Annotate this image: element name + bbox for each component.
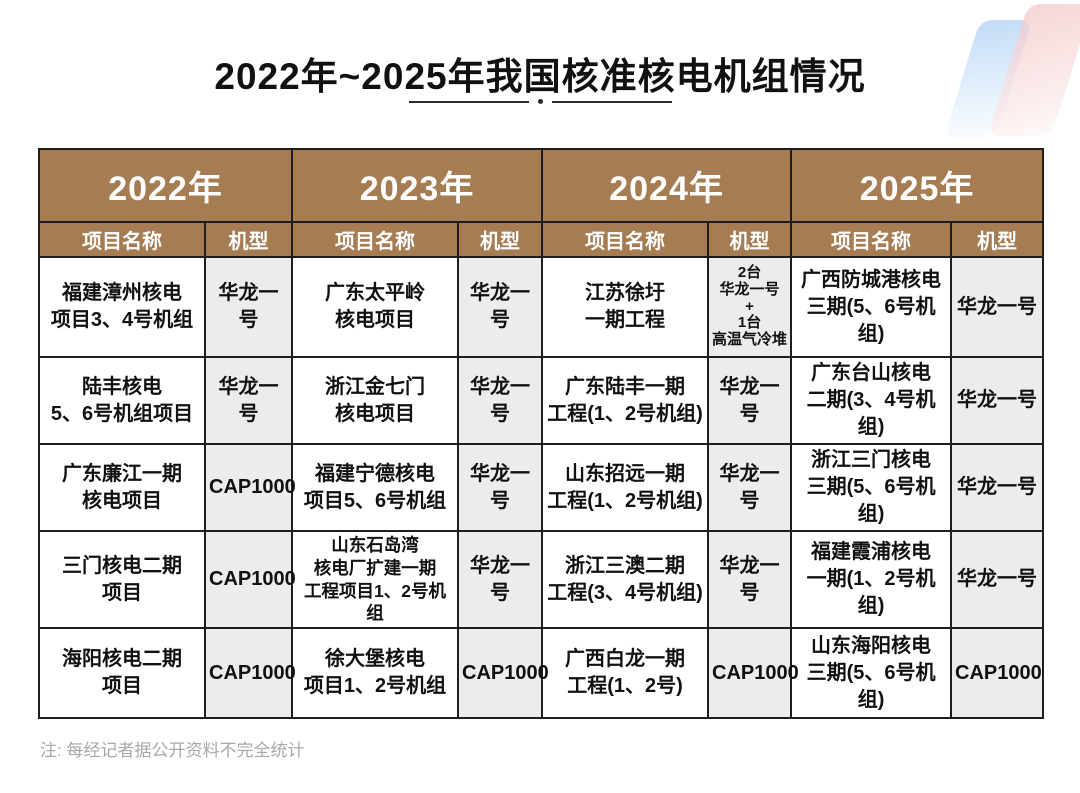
cell-model-2025: CAP1000: [950, 627, 1045, 719]
cell-project-2022: 陆丰核电 5、6号机组项目: [38, 356, 206, 445]
year-header-2025: 2025年: [790, 148, 1045, 223]
cell-project-2022: 广东廉江一期 核电项目: [38, 443, 206, 532]
cell-project-2024: 浙江三澳二期 工程(3、4号机组): [541, 530, 710, 629]
cell-project-2022: 海阳核电二期 项目: [38, 627, 206, 719]
cell-model-2022: CAP1000: [203, 530, 296, 629]
subheader-model-2022: 机型: [203, 221, 294, 258]
subheader-model-2024: 机型: [707, 221, 793, 258]
cell-project-2024: 广西白龙一期 工程(1、2号): [541, 627, 710, 719]
cell-project-2023: 浙江金七门 核电项目: [291, 356, 460, 445]
table-row: 海阳核电二期 项目 CAP1000 徐大堡核电 项目1、2号机组 CAP1000…: [38, 627, 1045, 719]
subheader-project-2024: 项目名称: [541, 221, 710, 258]
table-row: 陆丰核电 5、6号机组项目 华龙一号 浙江金七门 核电项目 华龙一号 广东陆丰一…: [38, 356, 1045, 445]
cell-model-2023: 华龙一号: [457, 256, 544, 358]
subheader-row: 项目名称 机型 项目名称 机型 项目名称 机型 项目名称 机型: [38, 221, 1045, 258]
cell-model-2025: 华龙一号: [950, 530, 1045, 629]
year-header-2023: 2023年: [291, 148, 544, 223]
cell-model-2022: 华龙一号: [203, 356, 294, 445]
cell-project-2023: 徐大堡核电 项目1、2号机组: [291, 627, 460, 719]
cell-project-2024: 广东陆丰一期 工程(1、2号机组): [541, 356, 710, 445]
cell-project-2025: 广西防城港核电 三期(5、6号机组): [790, 256, 953, 358]
cell-project-2024: 山东招远一期 工程(1、2号机组): [541, 443, 710, 532]
divider-line-left: [408, 100, 529, 103]
cell-project-2022: 三门核电二期 项目: [38, 530, 206, 629]
table-row: 福建漳州核电 项目3、4号机组 华龙一号 广东太平岭 核电项目 华龙一号 江苏徐…: [38, 256, 1045, 358]
cell-model-2024: 华龙一号: [707, 356, 793, 445]
divider-dot: [537, 99, 543, 104]
cell-model-2022: CAP1000: [203, 627, 296, 719]
table-row: 三门核电二期 项目 CAP1000 山东石岛湾 核电厂扩建一期 工程项目1、2号…: [38, 530, 1045, 629]
year-header-2024: 2024年: [541, 148, 793, 223]
cell-project-2024: 江苏徐圩 一期工程: [541, 256, 710, 358]
table-row: 广东廉江一期 核电项目 CAP1000 福建宁德核电 项目5、6号机组 华龙一号…: [38, 443, 1045, 532]
footnote: 注: 每经记者据公开资料不完全统计: [40, 741, 305, 760]
cell-project-2025: 浙江三门核电 三期(5、6号机组): [790, 443, 953, 532]
cell-model-2025: 华龙一号: [950, 356, 1045, 445]
cell-model-2024: 2台 华龙一号 + 1台 高温气冷堆: [707, 256, 793, 358]
cell-model-2022: CAP1000: [203, 443, 296, 532]
cell-model-2024: 华龙一号: [707, 530, 793, 629]
year-header-row: 2022年 2023年 2024年 2025年: [37, 148, 1045, 223]
subheader-project-2023: 项目名称: [291, 221, 460, 258]
cell-model-2025: 华龙一号: [950, 443, 1045, 532]
subheader-model-2025: 机型: [950, 221, 1045, 258]
page-title: 2022年~2025年我国核准核电机组情况: [214, 56, 866, 97]
cell-model-2024: 华龙一号: [707, 443, 793, 532]
year-header-2022: 2022年: [37, 148, 294, 223]
divider-line-right: [551, 100, 672, 103]
subheader-project-2025: 项目名称: [790, 221, 953, 258]
subheader-project-2022: 项目名称: [38, 221, 206, 258]
subheader-model-2023: 机型: [457, 221, 544, 258]
cell-project-2022: 福建漳州核电 项目3、4号机组: [38, 256, 206, 358]
cell-model-2024: CAP1000: [707, 627, 799, 719]
cell-project-2025: 山东海阳核电 三期(5、6号机组): [790, 627, 953, 719]
cell-model-2025: 华龙一号: [950, 256, 1045, 358]
title-divider: [0, 99, 1080, 104]
cell-project-2023: 广东太平岭 核电项目: [291, 256, 460, 358]
nuclear-approval-table: 2022年 2023年 2024年 2025年 项目名称 机型 项目名称 机型 …: [37, 148, 1045, 719]
cell-model-2023: 华龙一号: [457, 356, 544, 445]
cell-model-2023: 华龙一号: [457, 443, 544, 532]
cell-project-2023: 山东石岛湾 核电厂扩建一期 工程项目1、2号机组: [291, 530, 460, 629]
cell-model-2023: CAP1000: [457, 627, 549, 719]
cell-model-2022: 华龙一号: [203, 256, 294, 358]
cell-project-2023: 福建宁德核电 项目5、6号机组: [291, 443, 460, 532]
cell-project-2025: 福建霞浦核电 一期(1、2号机组): [790, 530, 953, 629]
cell-project-2025: 广东台山核电 二期(3、4号机组): [790, 356, 953, 445]
cell-model-2023: 华龙一号: [457, 530, 544, 629]
